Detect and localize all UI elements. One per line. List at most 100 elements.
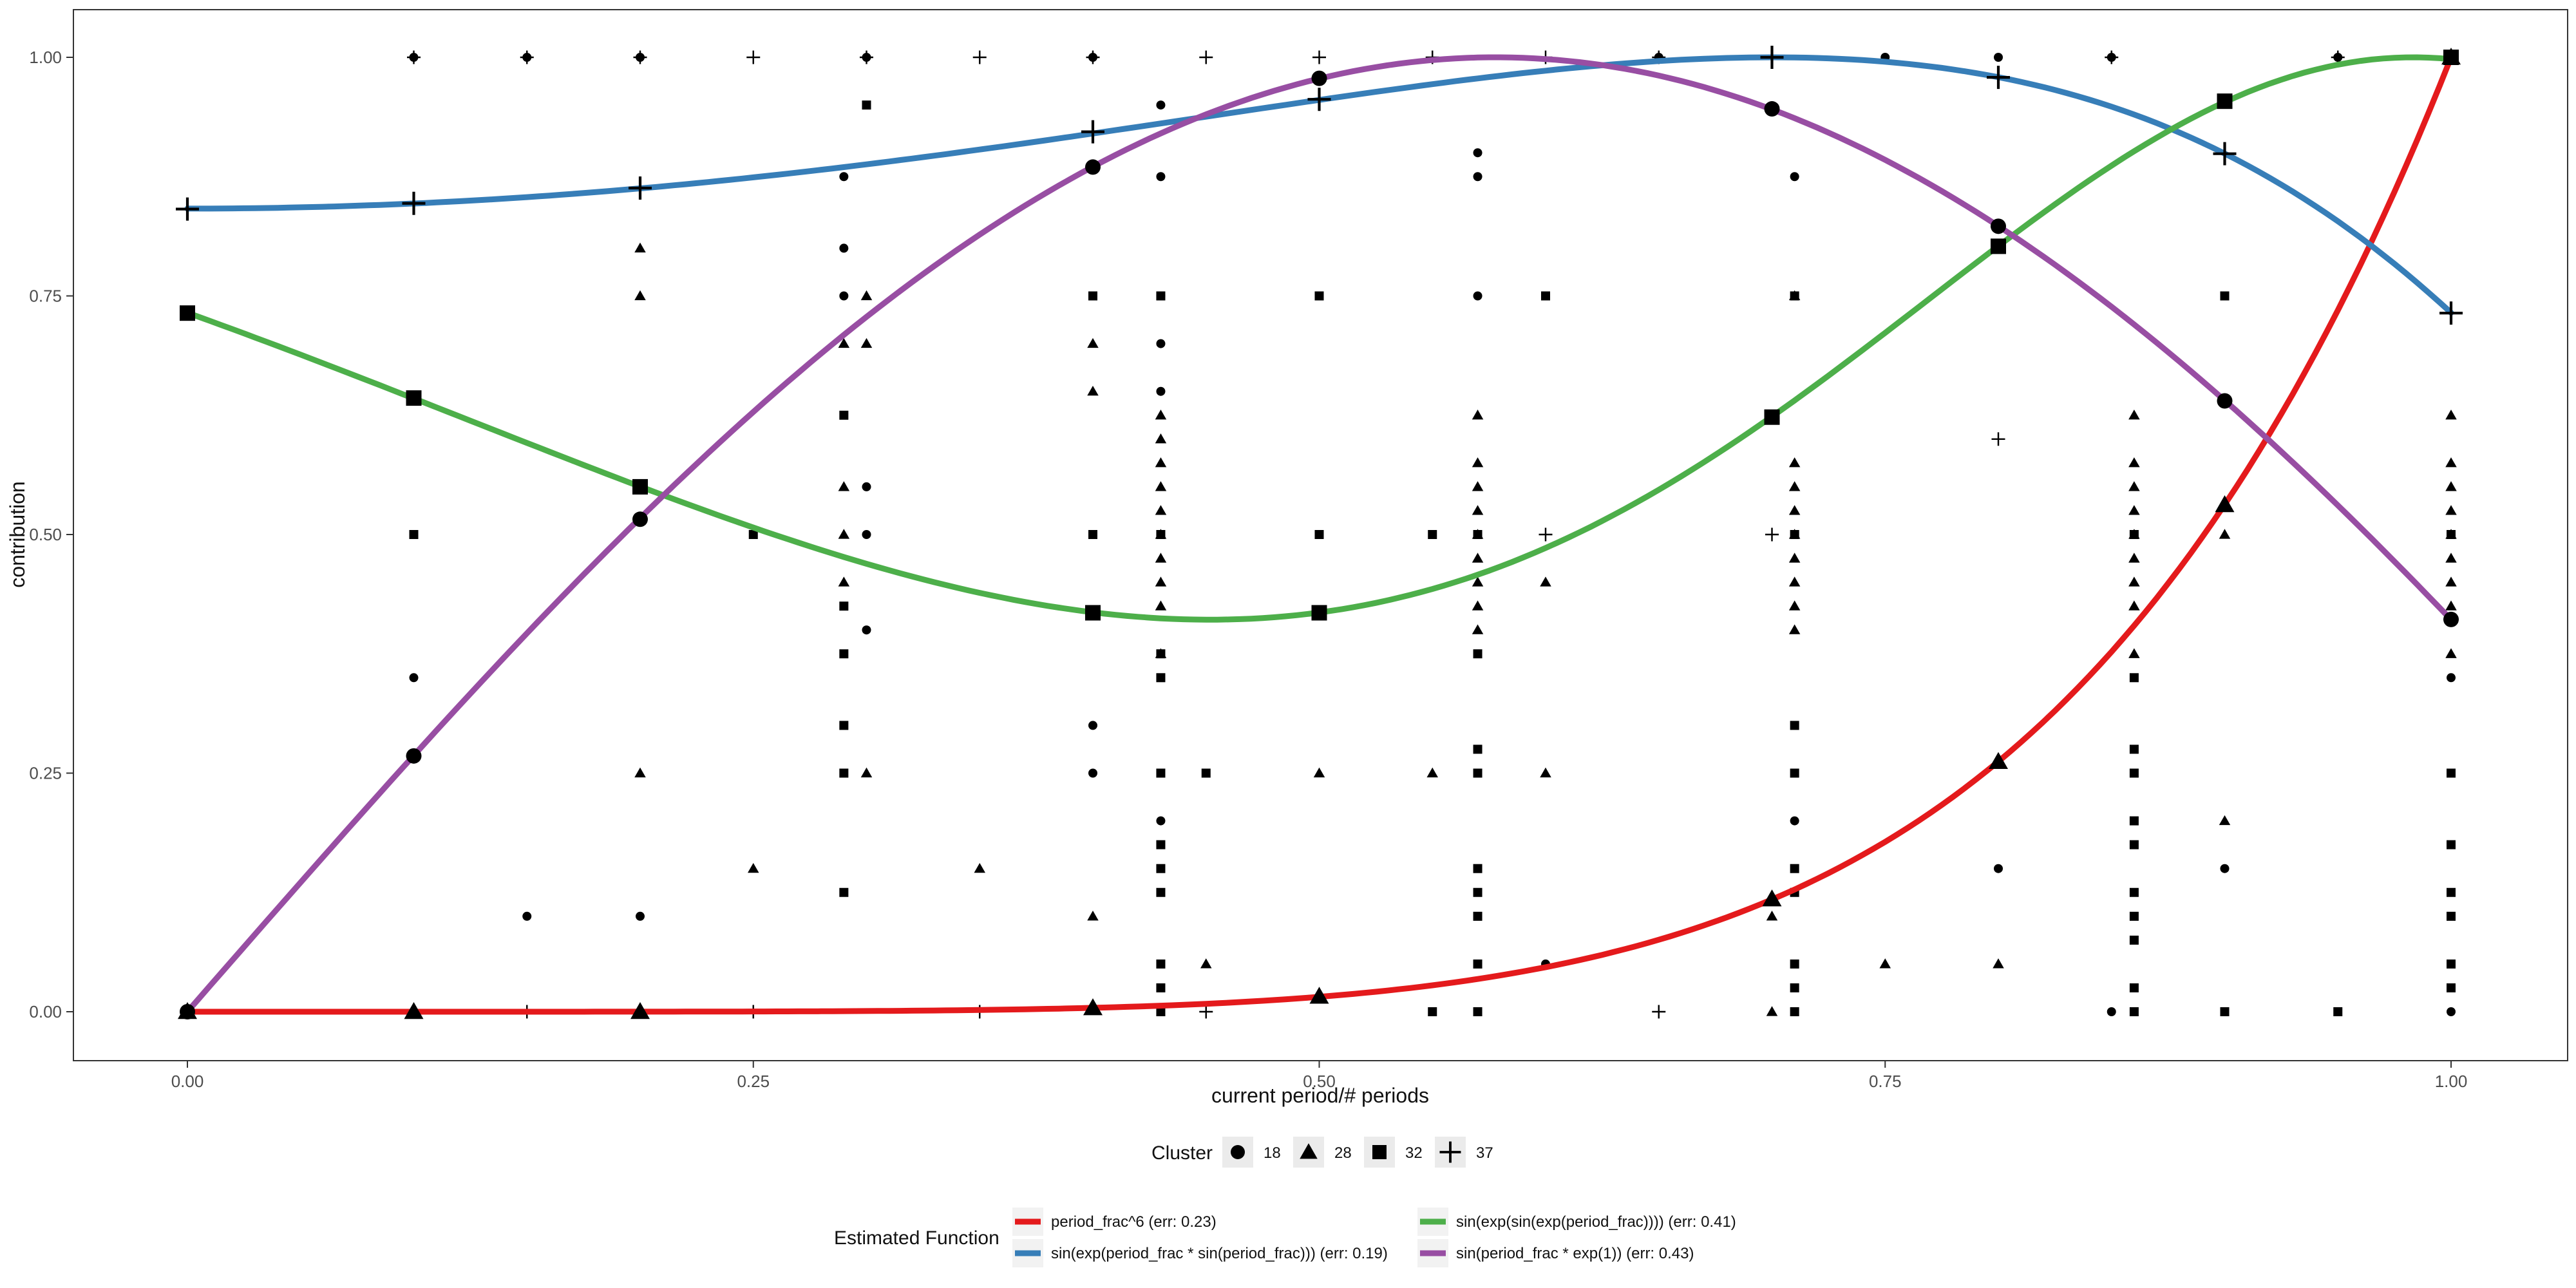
observation-point-cluster-18 <box>1473 291 1482 301</box>
x-tick-label: 0.00 <box>171 1072 204 1091</box>
observation-point-cluster-28 <box>1788 457 1801 468</box>
cluster-legend-title: Cluster <box>1151 1142 1213 1164</box>
observation-point-cluster-18 <box>1473 148 1482 158</box>
observation-point-cluster-32 <box>839 887 849 897</box>
observation-point-cluster-28 <box>1426 767 1438 778</box>
curve-marker <box>402 191 426 215</box>
curve-marker <box>1764 101 1780 117</box>
observation-point-cluster-18 <box>1994 53 2003 62</box>
cluster-legend-label: 28 <box>1334 1144 1352 1162</box>
observation-point-cluster-28 <box>2128 576 2140 587</box>
x-axis-title: current period/# periods <box>1211 1084 1429 1107</box>
curve-marker <box>2443 50 2459 65</box>
observation-point-cluster-32 <box>1156 649 1166 659</box>
observation-point-cluster-18 <box>862 482 871 491</box>
observation-point-cluster-32 <box>1790 1007 1799 1016</box>
observation-point-cluster-18 <box>1156 816 1166 826</box>
observation-point-cluster-28 <box>860 290 873 301</box>
observation-point-cluster-32 <box>1088 291 1097 301</box>
observation-point-cluster-32 <box>839 410 849 420</box>
observation-point-cluster-28 <box>2128 505 2140 515</box>
axes-layer: 0.00 0.25 0.50 0.75 1.00 0.00 0.25 0.50 0.75 1.00 <box>29 48 2467 1091</box>
observation-point-cluster-28 <box>1087 911 1099 921</box>
observation-point-cluster-28 <box>2445 505 2457 515</box>
curve-marker <box>1762 889 1782 907</box>
observation-point-cluster-37 <box>1652 1005 1666 1019</box>
y-tick-label: 1.00 <box>29 48 62 67</box>
observation-point-cluster-18 <box>2107 1007 2116 1016</box>
observation-point-cluster-28 <box>1788 553 1801 563</box>
observation-point-cluster-37 <box>972 50 987 64</box>
observation-point-cluster-37 <box>1539 527 1553 542</box>
curve-marker <box>1307 88 1331 111</box>
observation-point-cluster-37 <box>407 50 421 64</box>
observation-point-cluster-37 <box>1086 50 1100 64</box>
observation-point-cluster-32 <box>1428 530 1437 539</box>
curve-marker <box>1991 218 2006 234</box>
observation-point-cluster-28 <box>1155 553 1167 563</box>
observation-point-cluster-32 <box>2129 744 2139 754</box>
observation-point-cluster-28 <box>860 767 873 778</box>
observation-point-cluster-28 <box>1472 553 1484 563</box>
observation-point-cluster-28 <box>1313 767 1325 778</box>
observation-point-cluster-32 <box>2447 840 2456 849</box>
observation-point-cluster-32 <box>1790 864 1799 873</box>
observation-point-cluster-28 <box>1766 1006 1778 1016</box>
observation-point-cluster-28 <box>838 576 850 587</box>
observation-point-cluster-32 <box>1790 721 1799 730</box>
x-tick-label: 1.00 <box>2435 1072 2468 1091</box>
observation-point-cluster-28 <box>2445 457 2457 468</box>
observation-point-cluster-28 <box>1472 600 1484 611</box>
observation-point-cluster-28 <box>2128 410 2140 420</box>
function-legend-label: period_frac^6 (err: 0.23) <box>1051 1213 1217 1231</box>
observation-point-cluster-37 <box>1765 527 1779 542</box>
observation-point-cluster-28 <box>2219 815 2231 826</box>
observation-point-cluster-28 <box>2128 481 2140 491</box>
observation-point-cluster-32 <box>1156 959 1166 969</box>
observation-point-cluster-32 <box>2129 1007 2139 1016</box>
observation-point-cluster-18 <box>1994 864 2003 873</box>
curve-marker <box>1760 46 1784 69</box>
curve-marker <box>2213 142 2237 166</box>
observation-point-cluster-32 <box>2447 911 2456 921</box>
observation-point-cluster-32 <box>2129 935 2139 945</box>
curve-marker <box>1764 409 1780 425</box>
observation-point-cluster-28 <box>1879 958 1891 969</box>
observation-point-cluster-32 <box>1790 291 1799 301</box>
observation-point-cluster-18 <box>1473 172 1482 182</box>
observation-point-cluster-28 <box>634 290 646 301</box>
observation-point-cluster-32 <box>2447 530 2456 539</box>
observation-point-cluster-28 <box>2219 529 2231 539</box>
observation-point-cluster-32 <box>1473 887 1482 897</box>
curve-marker <box>176 197 199 221</box>
observation-point-cluster-28 <box>1155 410 1167 420</box>
observation-point-cluster-32 <box>839 649 849 659</box>
observation-point-cluster-18 <box>522 911 532 921</box>
curve-marker <box>630 1002 650 1019</box>
observation-point-cluster-32 <box>1473 649 1482 659</box>
observation-point-cluster-28 <box>1788 481 1801 491</box>
observation-point-cluster-32 <box>1790 768 1799 778</box>
observation-point-cluster-32 <box>2220 291 2230 301</box>
observation-point-cluster-18 <box>2447 1007 2456 1016</box>
observation-point-cluster-28 <box>1993 958 2004 969</box>
curve-marker <box>1081 120 1104 144</box>
observation-point-cluster-28 <box>1155 457 1167 468</box>
observation-point-cluster-32 <box>1790 959 1799 969</box>
curve-marker <box>1085 605 1101 621</box>
observation-point-cluster-28 <box>2445 600 2457 611</box>
observation-point-cluster-37 <box>1199 1005 1213 1019</box>
curve-marker <box>1989 752 2008 769</box>
function-legend-label: sin(exp(period_frac * sin(period_frac)))… <box>1051 1245 1388 1262</box>
observation-point-cluster-28 <box>1087 337 1099 348</box>
curve-marker <box>2217 393 2233 409</box>
observation-point-cluster-32 <box>1156 768 1166 778</box>
observation-point-cluster-28 <box>1155 481 1167 491</box>
observation-point-cluster-32 <box>1088 530 1097 539</box>
y-axis-title: contribution <box>6 481 29 587</box>
curve-marker <box>1311 605 1327 621</box>
observation-point-cluster-28 <box>2128 600 2140 611</box>
observation-point-cluster-32 <box>2129 887 2139 897</box>
observation-point-cluster-32 <box>1473 768 1482 778</box>
